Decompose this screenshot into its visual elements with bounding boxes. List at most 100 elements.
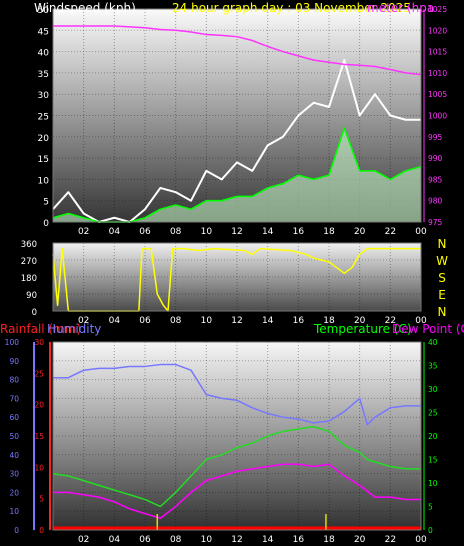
temperature-tick-label: 30 <box>428 385 438 394</box>
x-tick-label: 00 <box>415 535 427 545</box>
humidity-tick-label: 90 <box>9 357 19 366</box>
humidity-tick-label: 30 <box>9 470 19 479</box>
humidity-label: Humidity <box>47 322 101 336</box>
x-tick-label: 10 <box>201 535 213 545</box>
direction-tick-label: 0 <box>32 308 37 318</box>
temperature-line <box>52 425 421 508</box>
humidity-tick-label: 80 <box>9 376 19 385</box>
x-tick-label: 04 <box>109 316 121 326</box>
temperature-tick-label: 10 <box>428 479 438 488</box>
barometer-tick-label: 975 <box>428 218 443 227</box>
windspeed-tick-label: 30 <box>38 91 50 101</box>
humidity-tick-label: 0 <box>14 526 19 535</box>
x-tick-label: 22 <box>385 316 396 326</box>
rainfall-tick-label: 15 <box>34 432 44 441</box>
windspeed-tick-label: 45 <box>38 27 49 37</box>
direction-tick-label: 90 <box>26 291 37 301</box>
temperature-label: Temperature (C) <box>313 322 412 336</box>
x-tick-label: 06 <box>139 535 151 545</box>
x-tick-label: 18 <box>323 316 335 326</box>
wind-gust-line <box>52 59 421 223</box>
x-tick-label: 16 <box>293 316 305 326</box>
windspeed-tick-label: 0 <box>43 219 49 229</box>
x-tick-label: 12 <box>231 227 242 237</box>
compass-label: S <box>438 271 446 285</box>
barometer-tick-label: 980 <box>428 197 443 206</box>
temperature-tick-label: 40 <box>428 338 438 347</box>
barometer-tick-label: 1000 <box>428 112 447 121</box>
barometer-tick-label: 1025 <box>428 5 447 14</box>
x-tick-label: 08 <box>170 535 182 545</box>
temperature-tick-label: 5 <box>428 503 433 512</box>
temperature-tick-label: 35 <box>428 362 438 371</box>
x-tick-label: 08 <box>170 227 182 237</box>
compass-label: E <box>438 288 446 302</box>
rainfall-tick-label: 5 <box>39 495 44 504</box>
x-tick-label: 18 <box>323 227 335 237</box>
humidity-tick-label: 100 <box>5 338 20 347</box>
barometer-tick-label: 985 <box>428 175 443 184</box>
series-layer <box>52 25 422 530</box>
x-tick-label: 20 <box>354 535 366 545</box>
windspeed-tick-label: 5 <box>43 198 49 208</box>
x-tick-label: 18 <box>323 535 335 545</box>
x-tick-label: 02 <box>78 227 89 237</box>
rainfall-tick-label: 10 <box>34 463 44 472</box>
temperature-tick-label: 0 <box>428 526 433 535</box>
humidity-tick-label: 10 <box>9 507 19 516</box>
x-tick-label: 00 <box>415 316 427 326</box>
x-tick-label: 06 <box>139 227 151 237</box>
x-tick-label: 04 <box>109 227 121 237</box>
direction-tick-label: 270 <box>21 257 37 267</box>
direction-tick-label: 180 <box>21 274 37 284</box>
x-tick-label: 12 <box>231 316 242 326</box>
humidity-tick-label: 20 <box>9 488 19 497</box>
barometer-tick-label: 1010 <box>428 69 447 78</box>
windspeed-tick-label: 20 <box>38 134 50 144</box>
humidity-tick-label: 50 <box>9 432 19 441</box>
temperature-tick-label: 20 <box>428 432 438 441</box>
rainfall-label: Rainfall (mm) <box>0 322 81 336</box>
compass-label: W <box>436 254 448 268</box>
x-tick-label: 10 <box>201 227 213 237</box>
windspeed-tick-label: 50 <box>38 6 50 16</box>
windspeed-tick-label: 10 <box>38 176 50 186</box>
x-tick-label: 16 <box>293 535 305 545</box>
temperature-tick-label: 25 <box>428 409 438 418</box>
x-tick-label: 16 <box>293 227 305 237</box>
wind-average-area <box>53 128 421 222</box>
rainfall-tick-label: 20 <box>34 401 44 410</box>
barometer-line <box>53 25 422 76</box>
windspeed-label: Windspeed (kph) <box>34 1 136 15</box>
x-tick-label: 10 <box>201 316 213 326</box>
x-tick-label: 12 <box>231 535 242 545</box>
barometer-tick-label: 1005 <box>428 90 447 99</box>
chart-title: 24 hour graph day : 03 November 2025 <box>172 1 411 15</box>
axis-layer: 02 04 06 08 10 12 14 16 18 20 22 000510152025303540… <box>5 5 448 545</box>
x-tick-label: 14 <box>262 227 274 237</box>
barometer-label: meter (hpa <box>367 1 434 15</box>
barometer-tick-label: 995 <box>428 133 443 142</box>
barometer-tick-label: 1020 <box>428 26 447 35</box>
windspeed-tick-label: 35 <box>38 70 49 80</box>
humidity-tick-label: 40 <box>9 451 19 460</box>
rainfall-tick-label: 0 <box>39 526 44 535</box>
x-tick-label: 20 <box>354 316 366 326</box>
x-tick-label: 20 <box>354 227 366 237</box>
x-tick-label: 22 <box>385 535 396 545</box>
dewpoint-line <box>53 463 421 519</box>
humidity-line <box>53 363 421 426</box>
x-tick-label: 06 <box>139 316 151 326</box>
x-tick-label: 08 <box>170 316 182 326</box>
x-tick-label: 00 <box>415 227 427 237</box>
barometer-tick-label: 1015 <box>428 48 447 57</box>
temperature-tick-label: 15 <box>428 456 438 465</box>
direction-tick-label: 360 <box>21 240 37 250</box>
x-tick-label: 14 <box>262 316 274 326</box>
rainfall-tick-label: 25 <box>34 369 44 378</box>
x-tick-label: 14 <box>262 535 274 545</box>
dewpoint-label: Dew Point (C) <box>392 322 464 336</box>
windspeed-tick-label: 15 <box>38 155 49 165</box>
